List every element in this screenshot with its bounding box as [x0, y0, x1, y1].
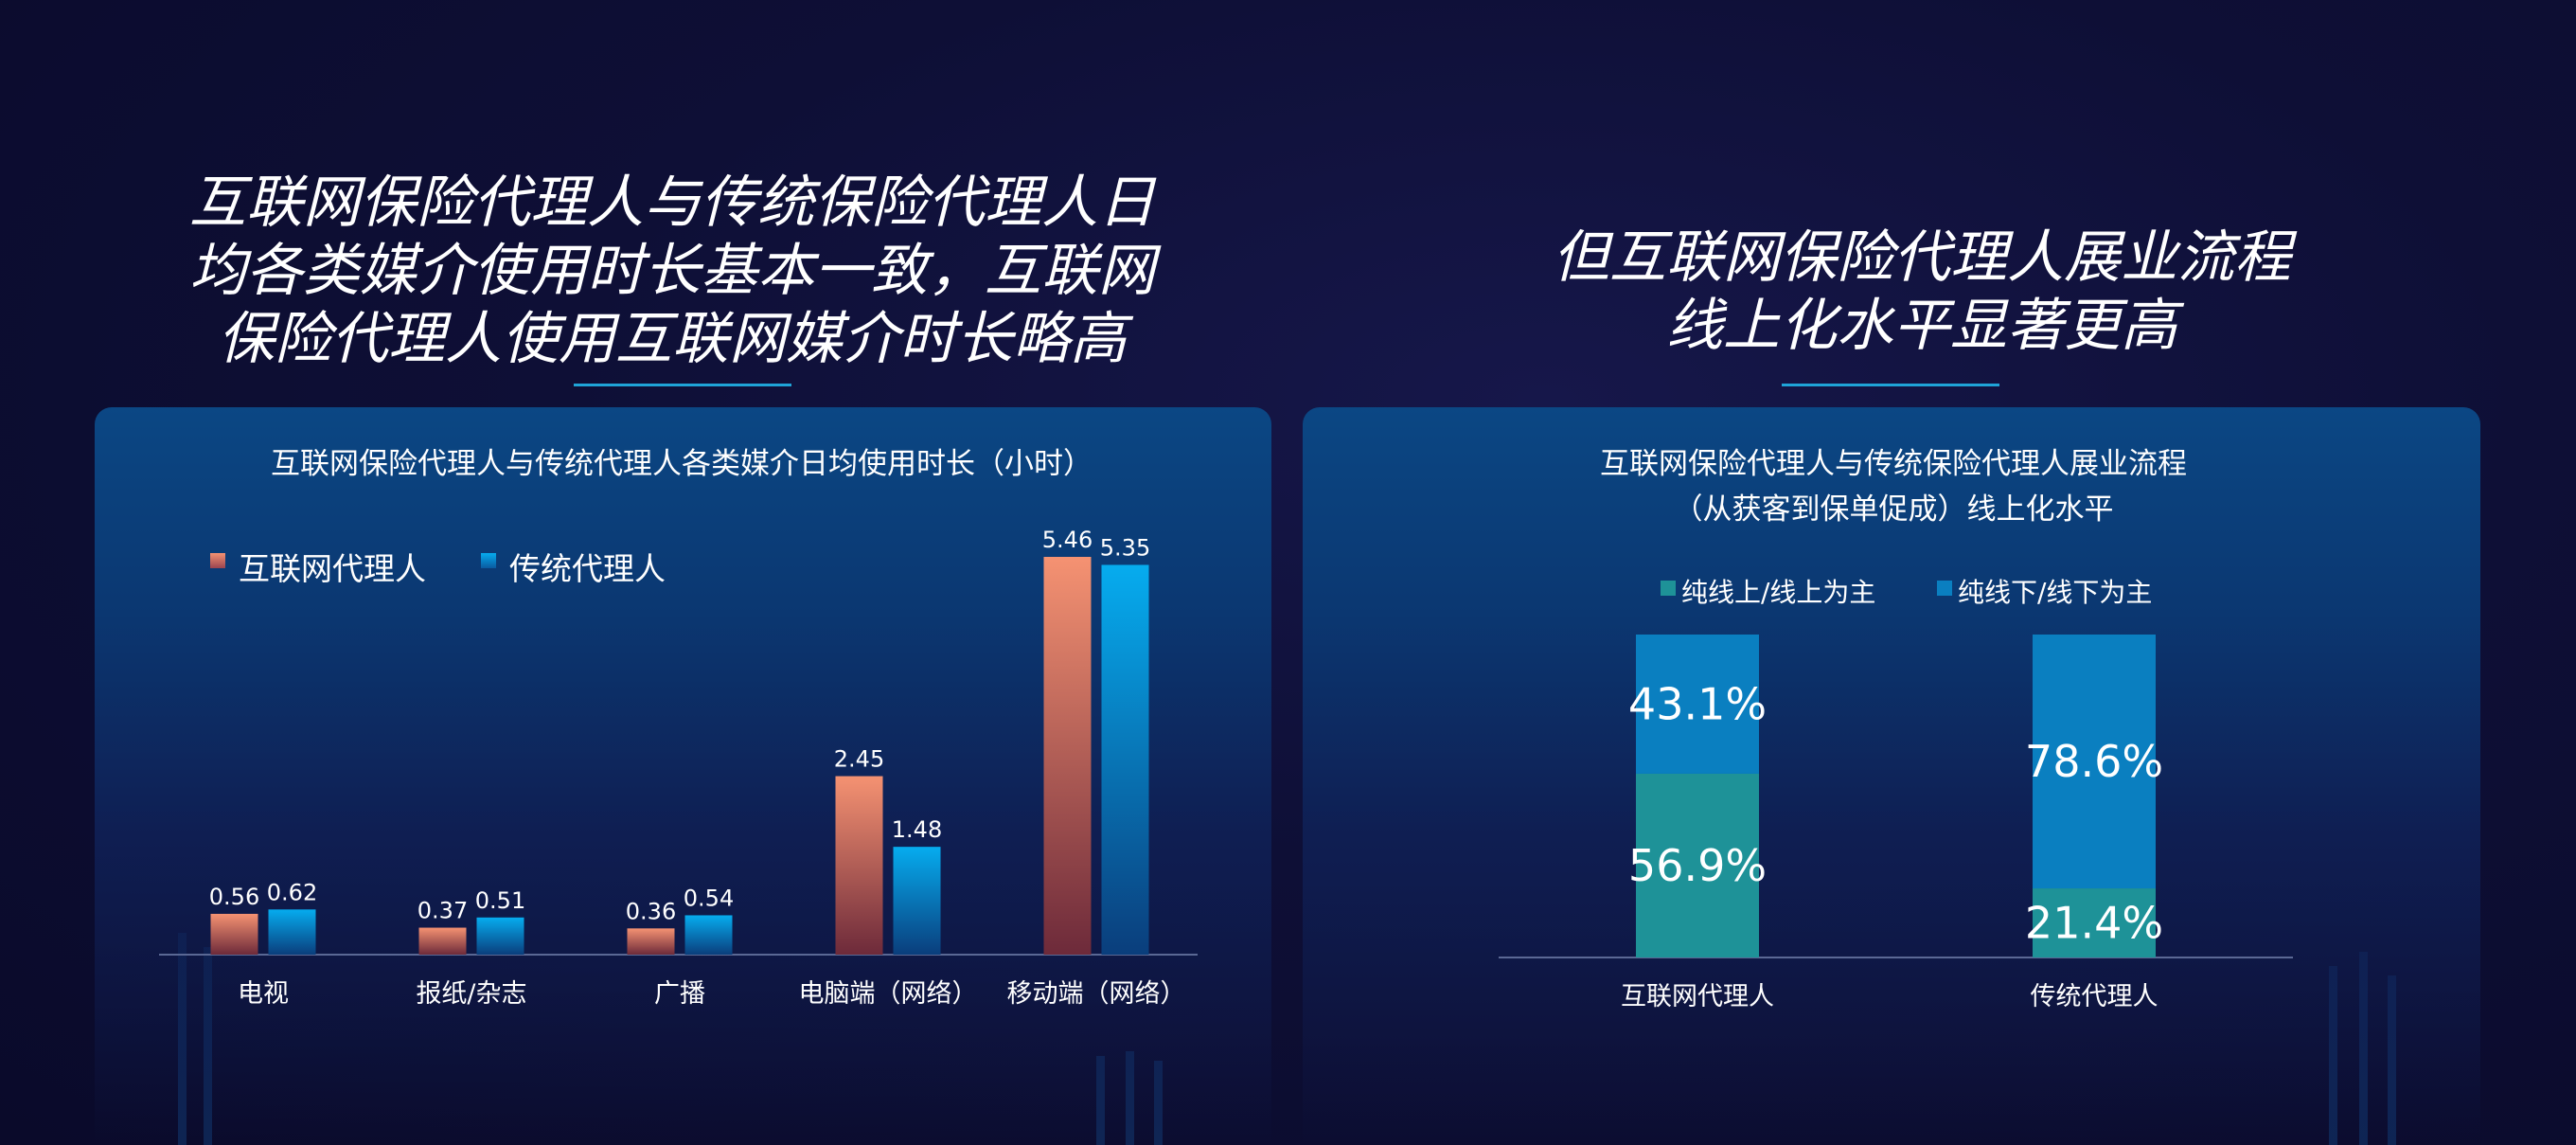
- media-usage-bar-chart: 0.56 0.62 电视 0.37 0.51 报纸/杂志 0.36 0.54 广播 2.45 1.4…: [159, 527, 1198, 1009]
- left-headline-underline: [574, 384, 791, 386]
- legend-label-internet-agent: 互联网代理人: [239, 550, 426, 587]
- left-headline: 互联网保险代理人与传统保险代理人日 均各类媒介使用时长基本一致，互联网 保险代理…: [161, 169, 1183, 373]
- legend-label-traditional-agent: 传统代理人: [509, 550, 666, 587]
- legend-swatch-online: [1661, 581, 1676, 596]
- left-headline-line: 保险代理人使用互联网媒介时长略高: [218, 306, 1127, 372]
- data-label: 0.56: [209, 884, 259, 910]
- legend-label-online: 纯线上/线上为主: [1681, 577, 1876, 608]
- legend-label-offline: 纯线下/线下为主: [1958, 577, 2153, 608]
- left-headline-line: 互联网保险代理人与传统保险代理人日: [189, 170, 1155, 236]
- online-level-panel: [1303, 407, 2480, 1145]
- x-tick-label: 电脑端（网络）: [799, 979, 978, 1009]
- media-usage-chart-title: 互联网保险代理人与传统代理人各类媒介日均使用时长（小时）: [271, 447, 1093, 481]
- bar-internet-agent: [210, 913, 258, 955]
- data-label: 0.36: [626, 898, 676, 924]
- x-tick-label: 广播: [654, 979, 705, 1009]
- x-tick-label: 电视: [238, 979, 289, 1009]
- bar-internet-agent: [835, 776, 883, 955]
- bar-traditional-agent: [476, 917, 524, 955]
- bar-traditional-agent: [1101, 564, 1149, 955]
- stack-segment-offline: [2033, 635, 2156, 889]
- legend-swatch-offline: [1937, 581, 1952, 596]
- x-tick-label: 传统代理人: [2031, 982, 2159, 1011]
- online-level-chart-title-line: 互联网保险代理人与传统保险代理人展业流程: [1600, 447, 2187, 481]
- bar-traditional-agent: [893, 847, 941, 955]
- data-label: 0.62: [267, 879, 317, 905]
- data-label: 1.48: [892, 816, 942, 843]
- bar-traditional-agent: [684, 915, 733, 955]
- x-tick-label: 互联网代理人: [1621, 982, 1774, 1011]
- bar-internet-agent: [627, 928, 675, 955]
- x-tick-label: 移动端（网络）: [1007, 979, 1186, 1009]
- data-label: 5.35: [1100, 534, 1150, 561]
- x-tick-label: 报纸/杂志: [416, 979, 526, 1009]
- right-headline-underline: [1782, 384, 1999, 386]
- bar-traditional-agent: [268, 909, 316, 955]
- right-headline-line: 线上化水平显著更高: [1666, 293, 2177, 359]
- stack-segment-online: [2033, 888, 2156, 957]
- left-headline-line: 均各类媒介使用时长基本一致，互联网: [189, 238, 1155, 304]
- legend-swatch-traditional-agent: [481, 553, 496, 568]
- legend-swatch-internet-agent: [210, 553, 225, 568]
- data-label: 0.51: [475, 887, 525, 914]
- data-label: 0.54: [684, 885, 734, 911]
- data-label: 0.37: [417, 898, 468, 924]
- data-label: 21.4%: [2025, 898, 2163, 949]
- online-level-chart-title-line: （从获客到保单促成）线上化水平: [1673, 492, 2114, 527]
- stack-segment-online: [1636, 773, 1759, 957]
- data-label: 5.46: [1042, 527, 1093, 553]
- data-label: 43.1%: [1628, 678, 1767, 729]
- stack-segment-offline: [1636, 635, 1759, 774]
- right-headline: 但互联网保险代理人展业流程 线上化水平显著更高: [1420, 224, 2424, 360]
- bar-internet-agent: [418, 927, 467, 955]
- data-label: 56.9%: [1628, 840, 1767, 891]
- online-level-chart-title: 互联网保险代理人与传统保险代理人展业流程 （从获客到保单促成）线上化水平: [1477, 441, 2310, 532]
- right-headline-line: 但互联网保险代理人展业流程: [1553, 224, 2291, 291]
- online-level-stacked-chart: 56.9% 43.1% 互联网代理人 21.4% 78.6% 传统代理人: [1499, 635, 2293, 1011]
- data-label: 78.6%: [2025, 736, 2163, 787]
- data-label: 2.45: [834, 746, 884, 773]
- bar-internet-agent: [1043, 557, 1092, 955]
